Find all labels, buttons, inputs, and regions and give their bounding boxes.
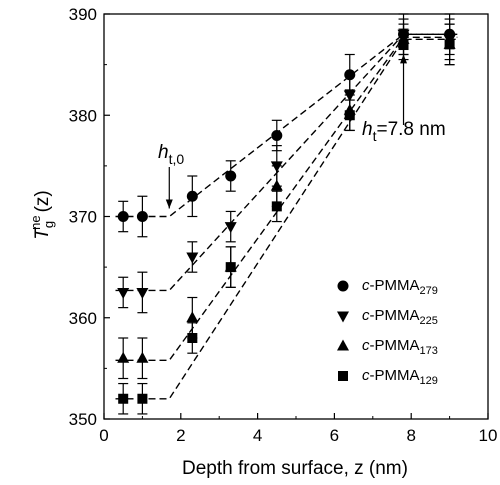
- annotation-arrow-h-t-head: [400, 54, 408, 64]
- data-point: [187, 333, 198, 343]
- svg-text:Tgne(z): Tgne(z): [28, 190, 56, 239]
- data-point: [270, 179, 283, 191]
- annotation-h-t0: ht,0: [158, 142, 184, 167]
- data-point: [444, 39, 455, 50]
- x-tick-label: 4: [253, 426, 262, 445]
- data-point: [136, 211, 148, 222]
- x-tick-label: 10: [479, 426, 498, 445]
- legend-item: c-PMMA225: [337, 307, 438, 327]
- annotation-arrow-h-t0-head: [165, 199, 173, 209]
- annotation-h-t: ht=7.8 nm: [362, 119, 446, 144]
- data-point: [117, 211, 129, 222]
- legend-marker: [337, 280, 349, 292]
- y-tick-label: 370: [69, 208, 97, 227]
- x-axis-title: Depth from surface, z (nm): [182, 458, 408, 479]
- data-point: [271, 201, 282, 212]
- data-point: [186, 311, 199, 323]
- data-point: [225, 262, 236, 273]
- legend-label: c-PMMA173: [362, 337, 438, 357]
- legend-marker-triangle-down: [337, 311, 349, 323]
- legend-item: c-PMMA173: [337, 337, 438, 357]
- data-point: [225, 170, 237, 182]
- legend-marker-circle: [337, 280, 349, 292]
- legend-marker-square: [338, 371, 348, 381]
- data-point: [398, 39, 409, 50]
- data-point: [136, 287, 149, 299]
- data-point: [186, 252, 199, 264]
- y-tick-label: 350: [69, 410, 97, 429]
- legend-marker: [338, 371, 348, 381]
- x-tick-label: 6: [330, 426, 339, 445]
- y-tick-label: 360: [69, 309, 97, 328]
- y-tick-label: 380: [69, 106, 97, 125]
- data-point: [186, 190, 198, 202]
- legend: c-PMMA279 c-PMMA225 c-PMMA173 c-PMMA129: [337, 277, 438, 387]
- legend-marker-triangle-up: [337, 339, 349, 351]
- legend-label: c-PMMA225: [362, 307, 438, 327]
- legend-marker: [337, 339, 349, 351]
- legend-label: c-PMMA279: [362, 277, 438, 297]
- legend-label: c-PMMA129: [362, 367, 438, 387]
- legend-marker: [337, 311, 349, 323]
- x-tick-label: 8: [406, 426, 415, 445]
- legend-item: c-PMMA129: [338, 367, 438, 387]
- data-point: [118, 393, 129, 404]
- data-point: [224, 222, 237, 234]
- y-tick-label: 390: [69, 5, 97, 24]
- y-axis-title: Tgne(z): [28, 190, 56, 239]
- legend-item: c-PMMA279: [337, 277, 438, 297]
- data-point: [271, 130, 283, 141]
- x-tick-label: 2: [176, 426, 185, 445]
- data-point: [117, 287, 130, 299]
- data-point: [137, 393, 148, 404]
- data-point: [344, 110, 355, 121]
- data-point: [136, 351, 149, 363]
- data-point: [117, 351, 130, 363]
- x-tick-label: 0: [99, 426, 108, 445]
